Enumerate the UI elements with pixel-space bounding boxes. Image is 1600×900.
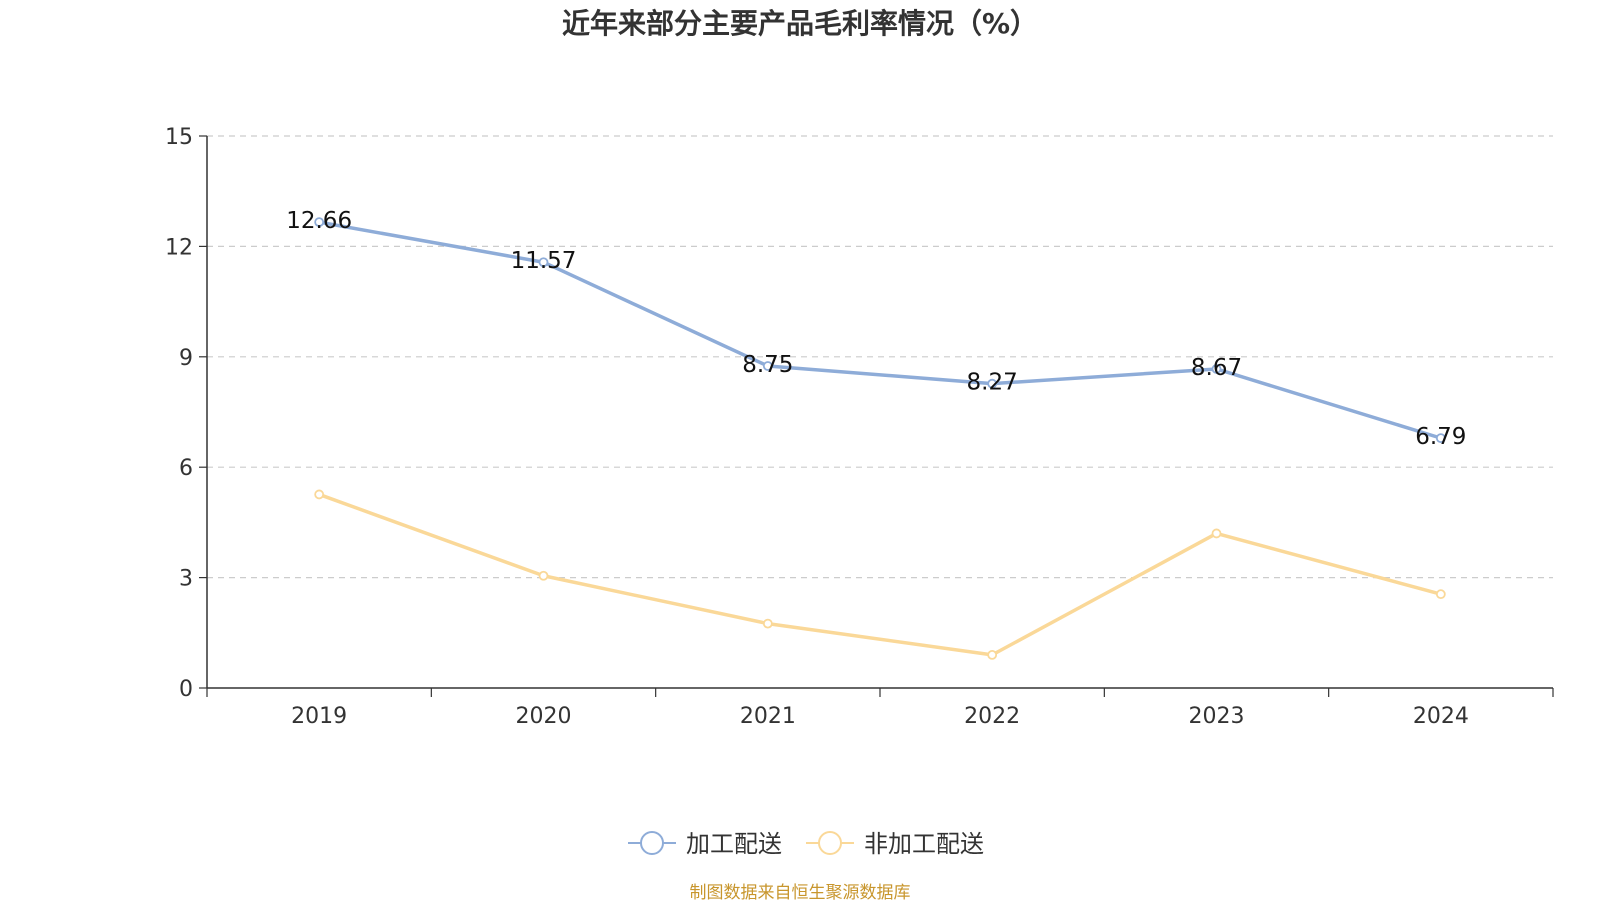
data-point: [1211, 364, 1222, 374]
y-tick-label: 12: [165, 235, 193, 260]
series-line: [317, 220, 1443, 440]
x-tick-label: 2022: [964, 704, 1020, 729]
data-label: 6.79: [1415, 424, 1466, 450]
grid-lines: [207, 135, 1553, 579]
data-label: 12.66: [286, 208, 352, 234]
legend[interactable]: 加工配送 非加工配送: [628, 830, 984, 858]
source-note: 制图数据来自恒生聚源数据库: [689, 883, 911, 900]
data-labels: 12.66 11.57 8.75 8.27 8.67 6.79: [286, 208, 1466, 450]
data-label: 11.57: [511, 248, 577, 274]
data-point: [1435, 589, 1446, 600]
data-point: [314, 489, 325, 500]
data-point: [538, 257, 549, 268]
legend-label[interactable]: 非加工配送: [864, 830, 984, 858]
series-line: [317, 492, 1443, 657]
axes: 0 3 6 9 12 15 2019 2020 2021 2022 2023 2024: [165, 125, 1554, 729]
legend-marker: [818, 831, 842, 855]
data-point: [987, 649, 998, 660]
data-point: [1435, 433, 1446, 444]
series-lines: [314, 217, 1446, 660]
data-point: [762, 618, 773, 629]
data-point: [1211, 528, 1222, 539]
x-tick-label: 2024: [1413, 704, 1469, 729]
data-point: [538, 570, 549, 581]
data-point: [314, 217, 325, 228]
data-label: 8.67: [1191, 355, 1242, 381]
data-point: [987, 378, 998, 389]
data-point: [762, 361, 773, 371]
x-tick-label: 2020: [516, 704, 572, 729]
x-tick-label: 2021: [740, 704, 796, 729]
y-tick-label: 3: [179, 567, 193, 592]
legend-marker: [640, 831, 664, 855]
chart-title: 近年来部分主要产品毛利率情况（%）: [561, 7, 1039, 40]
x-tick-label: 2019: [291, 704, 347, 729]
y-tick-label: 6: [179, 456, 193, 481]
y-tick-label: 9: [179, 346, 193, 371]
x-tick-label: 2023: [1189, 704, 1245, 729]
legend-label[interactable]: 加工配送: [686, 830, 782, 858]
data-label: 8.27: [967, 370, 1018, 396]
y-tick-label: 0: [179, 677, 193, 702]
data-label: 8.75: [742, 352, 793, 378]
y-tick-label: 15: [165, 125, 193, 150]
